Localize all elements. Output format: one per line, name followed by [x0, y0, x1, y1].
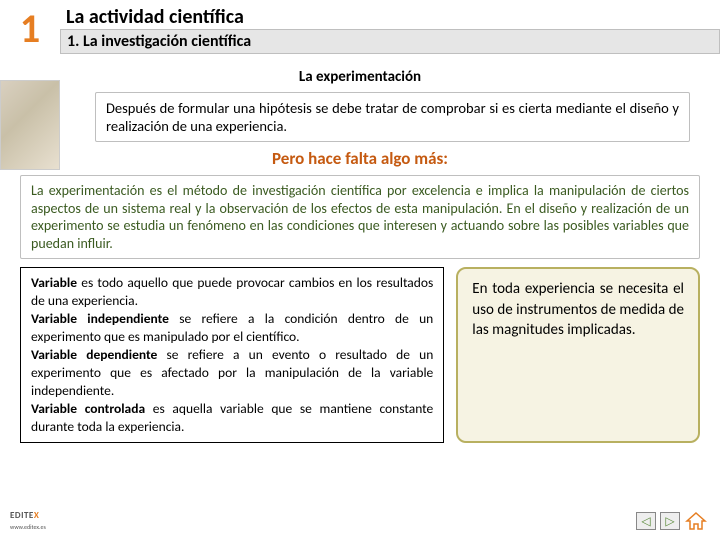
def1-text: es todo aquello que puede provocar cambi… [31, 274, 433, 309]
logo-sub: www.editex.es [10, 523, 46, 531]
def1-term: Variable [31, 274, 77, 291]
main-text: La experimentación es el método de inves… [31, 182, 689, 252]
def4-term: Variable controlada [31, 400, 145, 417]
section-title: La experimentación [10, 68, 710, 86]
accent-line: Pero hace falta algo más: [10, 148, 710, 169]
slide-header: 1 La actividad científica 1. La investig… [0, 0, 720, 58]
intro-box: Después de formular una hipótesis se deb… [95, 92, 690, 142]
header-titles: La actividad científica 1. La investigac… [60, 0, 720, 58]
logo-text-b: X [34, 510, 39, 521]
content-area: La experimentación Después de formular u… [0, 64, 720, 443]
publisher-logo: EDITEX www.editex.es [10, 510, 46, 532]
prev-icon: ◁ [641, 514, 650, 529]
home-button[interactable] [684, 510, 708, 532]
title-sub: 1. La investigación científica [60, 29, 720, 54]
logo-text-a: EDITE [10, 510, 34, 521]
home-icon [685, 511, 707, 531]
intro-text: Después de formular una hipótesis se deb… [106, 99, 679, 135]
definitions-box: Variable es todo aquello que puede provo… [20, 267, 444, 443]
def3-term: Variable dependiente [31, 346, 157, 363]
next-button[interactable]: ▷ [660, 512, 680, 530]
main-box: La experimentación es el método de inves… [20, 175, 700, 259]
def2-term: Variable independiente [31, 310, 169, 327]
next-icon: ▷ [665, 514, 674, 529]
two-col: Variable es todo aquello que puede provo… [20, 267, 700, 443]
title-main: La actividad científica [60, 5, 720, 29]
instruments-box: En toda experiencia se necesita el uso d… [456, 267, 700, 443]
nav-icons: ◁ ▷ [636, 510, 708, 532]
accent-text: Pero hace falta algo más: [272, 148, 448, 169]
instruments-text: En toda experiencia se necesita el uso d… [472, 280, 684, 339]
prev-button[interactable]: ◁ [636, 512, 656, 530]
unit-number: 1 [0, 0, 60, 58]
